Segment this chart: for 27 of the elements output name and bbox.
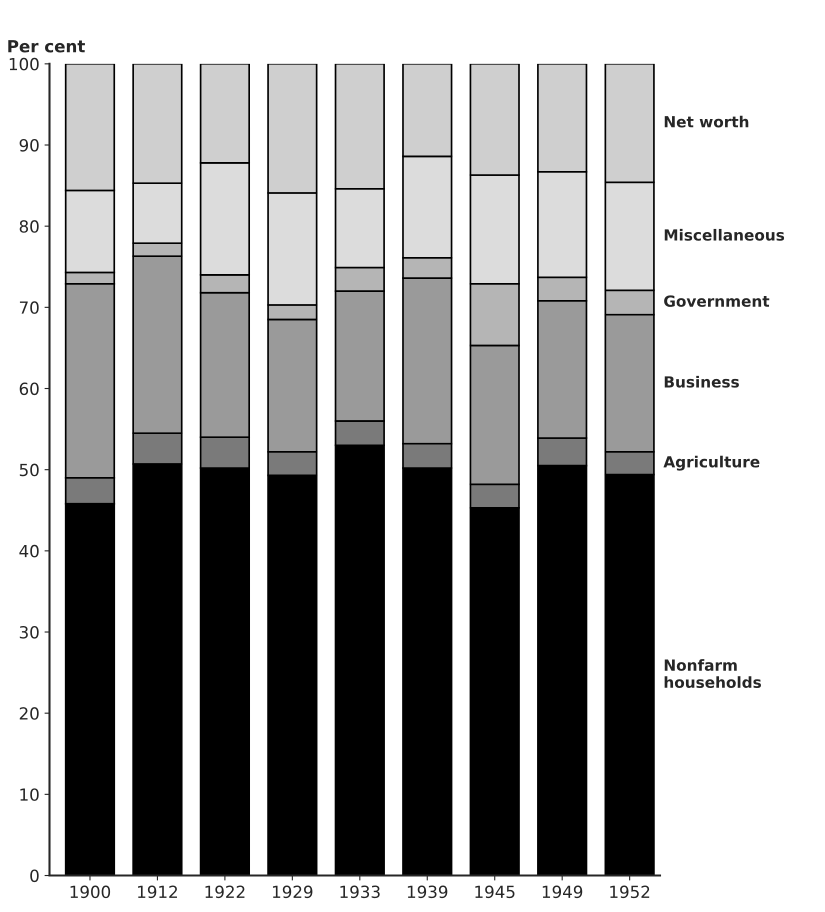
series-label: Agriculture: [663, 456, 760, 471]
x-tick-label: 1929: [272, 886, 312, 898]
y-tick-label: 10: [20, 788, 39, 801]
x-tick-label: 1952: [610, 886, 650, 898]
y-tick-label: 70: [20, 301, 39, 314]
x-tick-label: 1922: [206, 886, 244, 898]
series-label: Net worth: [664, 116, 748, 128]
series-label: Nonfarm households: [664, 659, 761, 688]
x-tick-label: 1912: [138, 886, 177, 898]
y-tick-label: 30: [20, 626, 39, 639]
y-tick-label: 60: [20, 382, 39, 396]
x-tick-label: 1945: [475, 886, 514, 898]
x-tick-label: 1939: [408, 886, 448, 898]
series-label: Miscellaneous: [664, 228, 784, 241]
y-axis-title: Per cent: [8, 40, 85, 52]
y-tick-label: 100: [10, 58, 39, 70]
series-label: Business: [664, 376, 739, 388]
x-tick-label: 1900: [70, 886, 110, 898]
y-tick-label: 80: [20, 220, 39, 233]
y-tick-label: 50: [20, 464, 39, 476]
y-tick-label: 20: [20, 707, 39, 720]
x-tick-label: 1949: [542, 886, 582, 898]
x-tick-label: 1933: [340, 886, 380, 898]
y-tick-label: 40: [19, 544, 39, 558]
y-tick-label: 0: [30, 869, 39, 882]
y-tick-label: 90: [20, 138, 39, 152]
series-label: Government: [664, 295, 770, 307]
